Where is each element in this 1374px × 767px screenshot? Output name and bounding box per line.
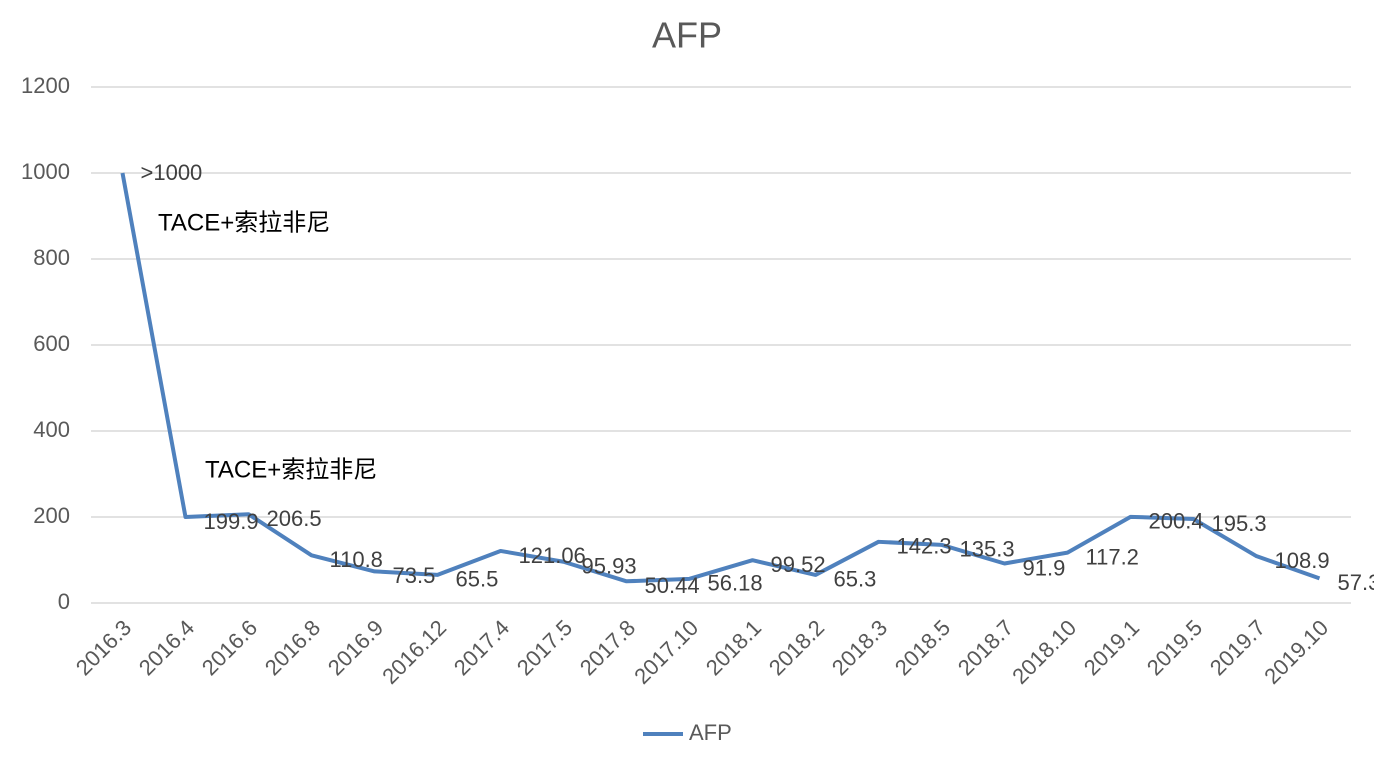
data-line (120, 172, 1321, 584)
annotation: TACE+索拉非尼 (158, 209, 330, 236)
data-label: 50.44 (645, 573, 700, 598)
data-label: 110.8 (330, 547, 383, 572)
data-label: 108.9 (1275, 548, 1330, 573)
data-label: 57.3 (1338, 570, 1374, 595)
data-label: >1000 (141, 160, 203, 185)
data-label: 142.3 (897, 534, 952, 559)
data-label: 65.3 (834, 567, 877, 592)
y-tick-label: 400 (33, 417, 70, 442)
chart-title: AFP (652, 15, 722, 56)
data-label: 195.3 (1212, 511, 1267, 536)
data-label: 56.18 (708, 571, 763, 596)
y-tick-label: 1200 (21, 73, 70, 98)
data-label: 99.52 (771, 552, 826, 577)
y-tick-label: 0 (58, 589, 70, 614)
data-label: 95.93 (582, 554, 637, 579)
data-label: 65.5 (456, 567, 499, 592)
y-tick-label: 800 (33, 245, 70, 270)
data-label: 135.3 (960, 537, 1015, 562)
annotation: TACE+索拉非尼 (205, 456, 377, 483)
data-label: 117.2 (1086, 544, 1139, 569)
data-label: 200.4 (1149, 509, 1204, 534)
legend-label: AFP (689, 720, 732, 745)
y-tick-label: 200 (33, 503, 70, 528)
data-label: 206.5 (267, 506, 322, 531)
data-label: 73.5 (393, 563, 436, 588)
data-label: 121.06 (519, 543, 586, 568)
y-tick-label: 1000 (21, 159, 70, 184)
y-tick-label: 600 (33, 331, 70, 356)
data-label: 91.9 (1023, 555, 1066, 580)
data-label: 199.9 (204, 509, 259, 534)
